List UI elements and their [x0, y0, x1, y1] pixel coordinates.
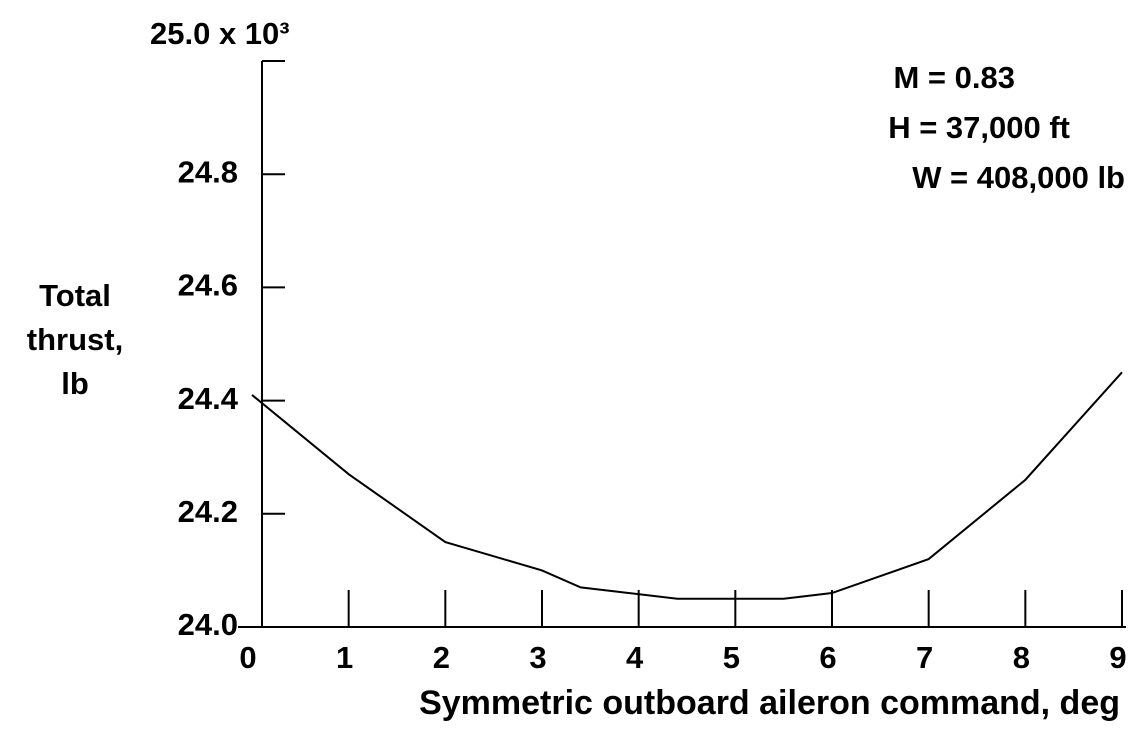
- y-axis-label: Total: [39, 278, 111, 313]
- annotation: M = 0.83: [894, 60, 1016, 95]
- x-tick-label: 4: [626, 640, 644, 675]
- x-tick-label: 1: [336, 640, 353, 675]
- y-tick-label: 25.0 x 10³: [150, 16, 290, 51]
- annotation: W = 408,000 lb: [912, 160, 1125, 195]
- y-tick-label: 24.0: [178, 607, 238, 642]
- y-axis-label: lb: [61, 366, 89, 401]
- y-axis-label: thrust,: [27, 322, 123, 357]
- y-tick-label: 24.4: [178, 381, 239, 416]
- annotation: H = 37,000 ft: [888, 110, 1070, 145]
- y-tick-label: 24.2: [178, 494, 238, 529]
- x-tick-label: 7: [916, 640, 933, 675]
- y-tick-label: 24.6: [178, 268, 238, 303]
- y-tick-label: 24.8: [178, 154, 238, 189]
- data-line: [251, 371, 1123, 600]
- x-tick-label: 2: [433, 640, 450, 675]
- x-tick-label: 6: [819, 640, 836, 675]
- x-tick-label: 0: [239, 640, 256, 675]
- x-tick-label: 8: [1013, 640, 1030, 675]
- x-tick-label: 9: [1109, 640, 1126, 675]
- x-tick-label: 5: [723, 640, 740, 675]
- x-tick-label: 3: [529, 640, 546, 675]
- x-axis-label: Symmetric outboard aileron command, deg: [419, 684, 1120, 722]
